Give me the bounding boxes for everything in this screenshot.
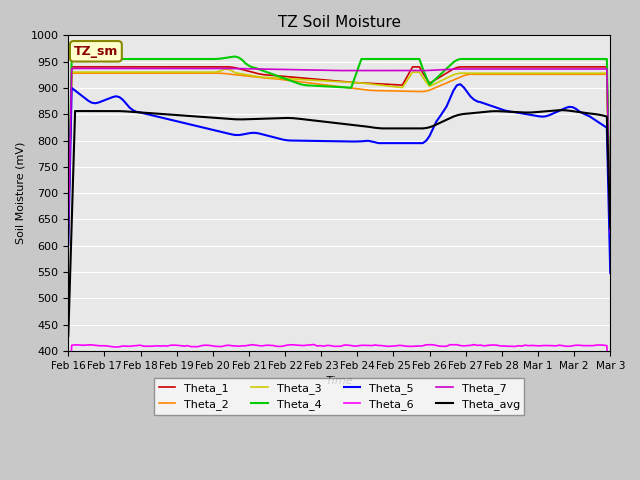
Theta_avg [65,333,72,339]
Theta_7 [582,66,590,72]
Theta_2 [511,72,518,77]
Theta_2 [419,89,427,95]
Line: Theta_2: Theta_2 [68,73,611,237]
Theta_2 [68,70,76,76]
Theta_avg [173,112,181,118]
Line: Theta_5: Theta_5 [68,84,611,273]
Text: TZ_sm: TZ_sm [74,45,118,58]
Theta_1 [65,229,72,235]
Theta_4 [607,224,614,229]
Theta_1 [68,64,76,70]
Theta_5 [218,129,225,135]
Theta_1 [177,64,184,70]
Theta_6 [173,342,181,348]
Theta_7 [68,66,76,72]
Theta_4 [582,56,590,62]
Theta_3 [607,233,614,239]
Theta_avg [218,116,225,121]
Theta_6 [582,343,590,348]
Theta_6 [65,414,72,420]
Theta_2 [582,72,590,77]
Theta_7 [419,68,427,73]
Line: Theta_6: Theta_6 [68,345,611,418]
Theta_4 [368,56,376,62]
Theta_5 [511,109,518,115]
Theta_avg [582,110,590,116]
Theta_4 [511,56,518,62]
Theta_avg [559,108,566,113]
Theta_4 [173,56,181,62]
Theta_5 [173,119,181,124]
Theta_5 [582,112,590,118]
Line: Theta_avg: Theta_avg [68,110,611,336]
Theta_6 [218,344,225,349]
Line: Theta_1: Theta_1 [68,67,611,232]
Line: Theta_4: Theta_4 [68,57,611,227]
Theta_2 [177,70,184,76]
Theta_3 [65,232,72,238]
Theta_7 [511,66,518,72]
Theta_3 [173,69,181,75]
Theta_7 [607,230,614,236]
Theta_7 [221,66,229,72]
Y-axis label: Soil Moisture (mV): Soil Moisture (mV) [15,142,25,244]
Theta_6 [419,343,427,348]
Theta_3 [368,81,376,87]
Theta_5 [364,138,372,144]
Theta_2 [221,71,229,76]
Theta_avg [607,225,614,231]
Theta_3 [221,66,229,72]
Line: Theta_7: Theta_7 [68,69,611,233]
Theta_1 [221,64,229,70]
Line: Theta_3: Theta_3 [68,69,611,236]
Theta_7 [65,230,72,236]
Theta_2 [368,87,376,93]
Theta_7 [177,66,184,72]
Title: TZ Soil Moisture: TZ Soil Moisture [278,15,401,30]
Theta_5 [607,270,614,276]
Theta_4 [419,66,427,72]
Theta_2 [65,233,72,239]
Theta_avg [415,126,423,132]
Theta_1 [368,81,376,86]
Theta_6 [607,415,614,420]
Theta_2 [607,234,614,240]
X-axis label: Time: Time [326,376,353,386]
Theta_3 [511,70,518,76]
Theta_1 [511,64,518,70]
Legend: Theta_1, Theta_2, Theta_3, Theta_4, Theta_5, Theta_6, Theta_7, Theta_avg: Theta_1, Theta_2, Theta_3, Theta_4, Thet… [154,378,524,415]
Theta_5 [456,81,464,87]
Theta_1 [419,70,427,76]
Theta_4 [65,224,72,229]
Theta_avg [364,124,372,130]
Theta_7 [368,68,376,73]
Theta_4 [218,56,225,61]
Theta_3 [218,68,225,73]
Theta_avg [508,109,515,115]
Theta_5 [65,242,72,248]
Theta_3 [419,74,427,80]
Theta_5 [415,140,423,146]
Theta_6 [368,343,376,348]
Theta_6 [310,342,317,348]
Theta_3 [582,70,590,76]
Theta_1 [607,229,614,235]
Theta_1 [582,64,590,70]
Theta_4 [232,54,239,60]
Theta_6 [511,344,518,349]
